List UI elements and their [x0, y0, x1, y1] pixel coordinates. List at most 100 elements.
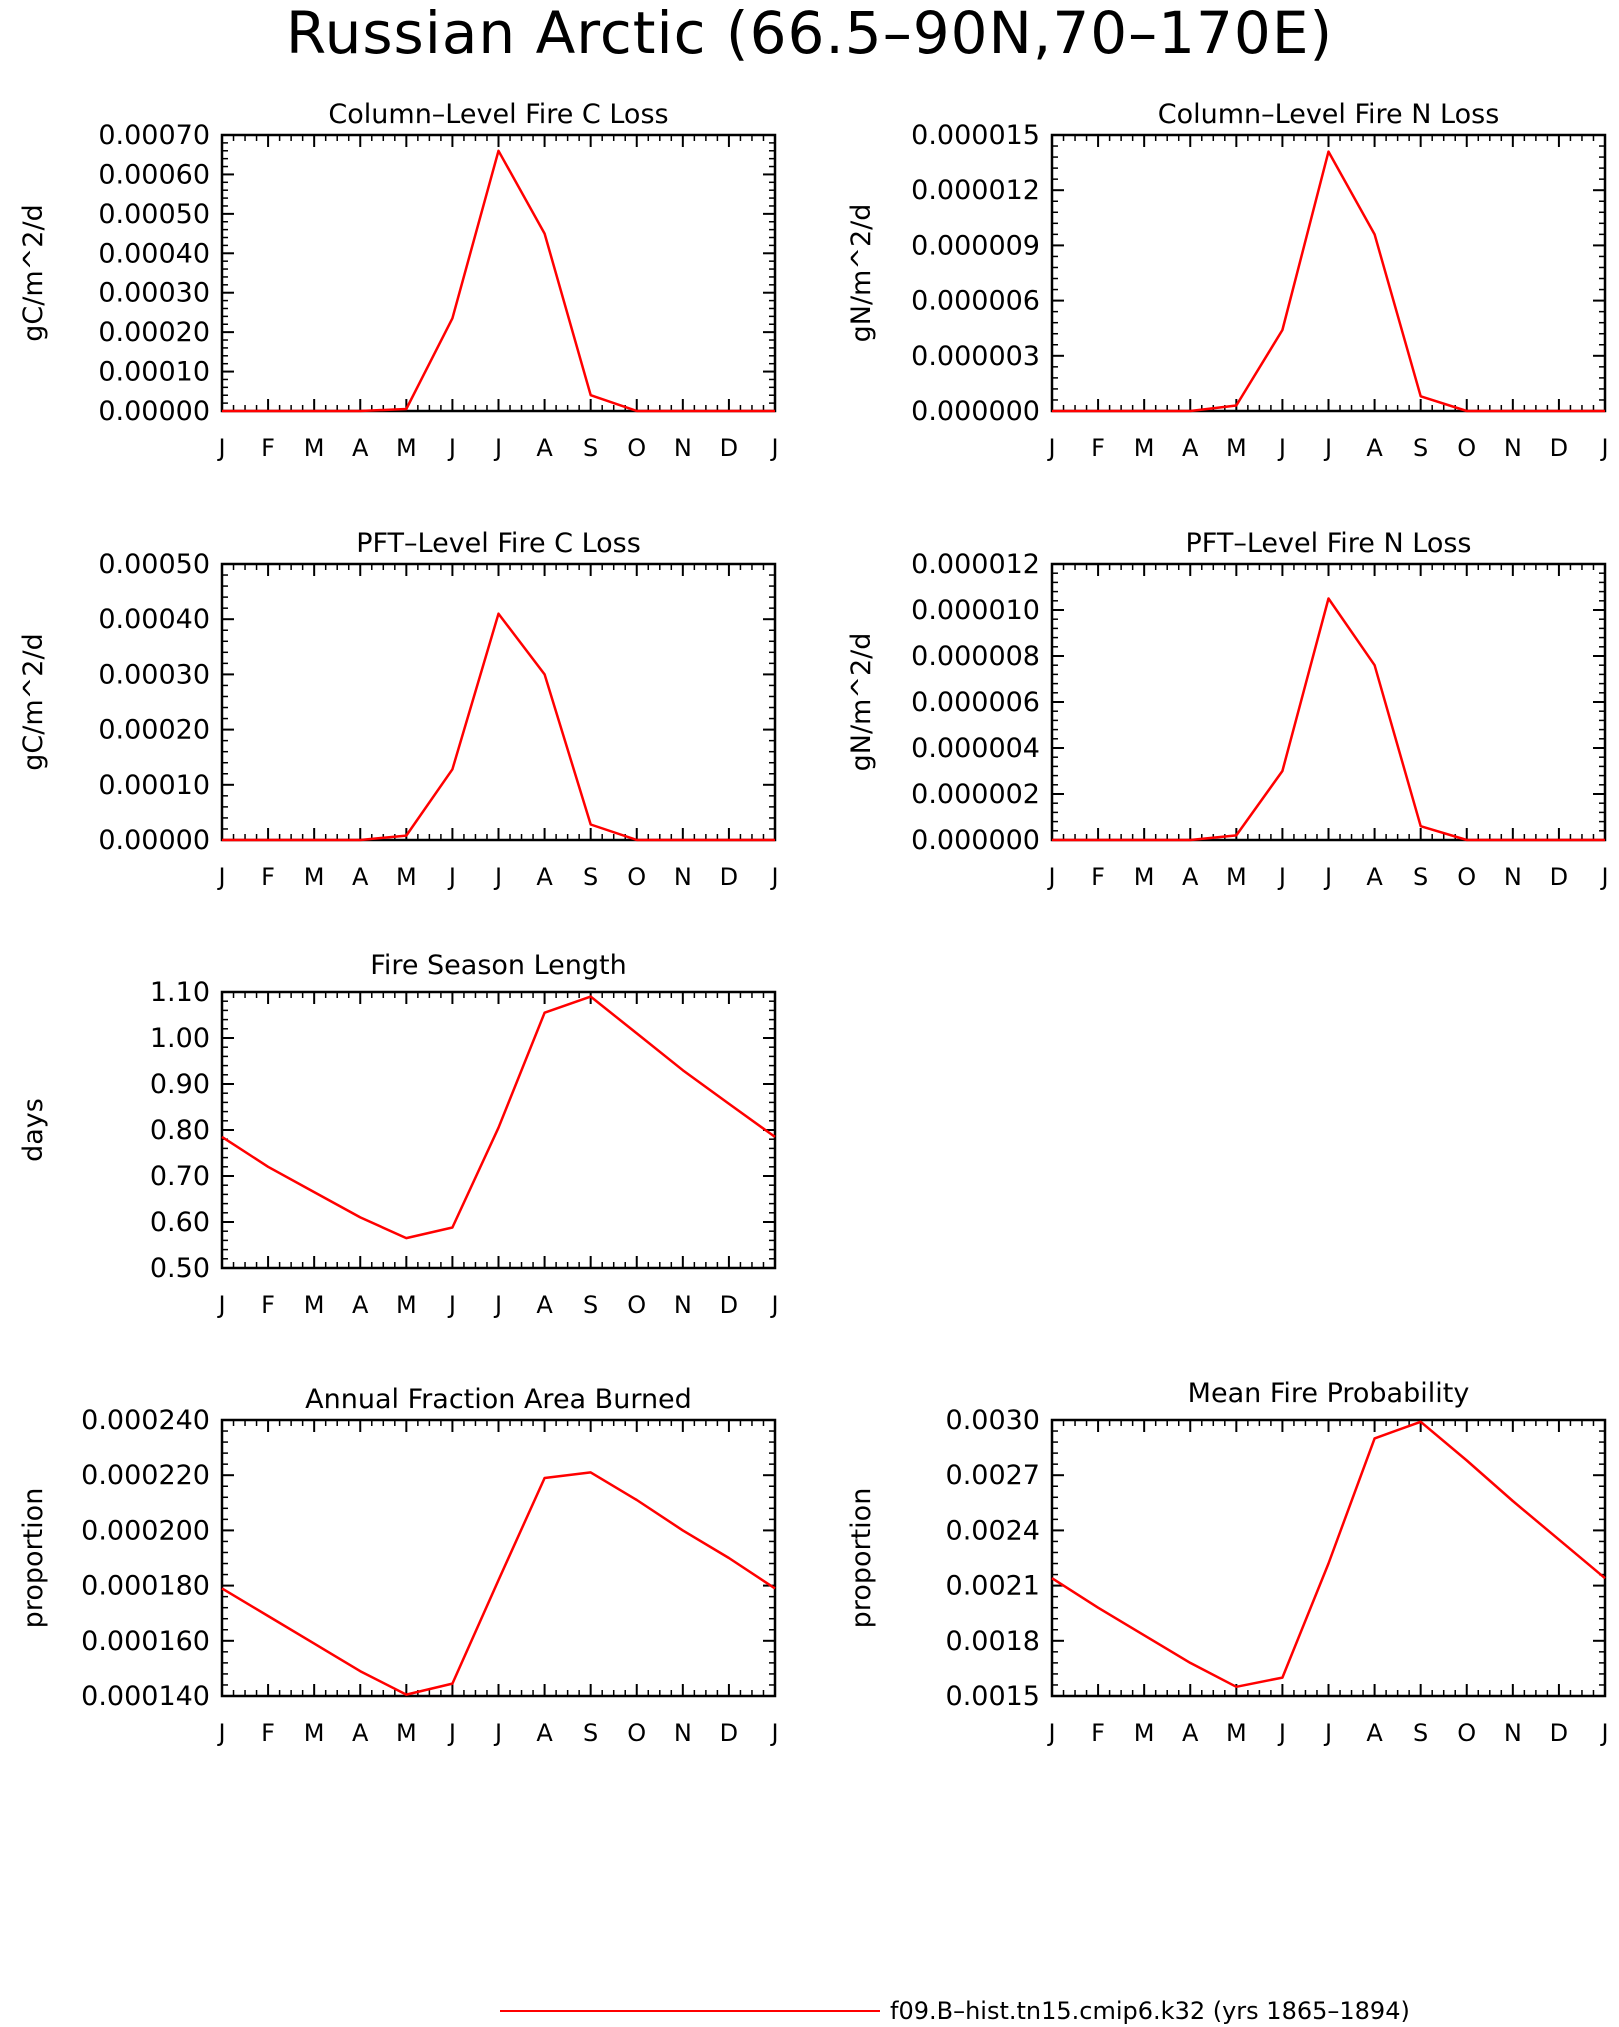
x-tick-label: J: [1277, 863, 1286, 891]
x-tick-label: A: [536, 434, 553, 462]
y-tick-label: 0.00010: [98, 770, 210, 801]
y-tick-label: 0.0018: [946, 1626, 1040, 1657]
x-tick-label: A: [536, 863, 553, 891]
x-tick-label: O: [627, 863, 646, 891]
series-line: [1051, 1420, 1606, 1689]
y-tick-label: 0.00040: [98, 238, 210, 269]
x-tick-label: N: [674, 1719, 692, 1747]
y-axis-label: gN/m^2/d: [846, 204, 877, 343]
chart-title: PFT–Level Fire N Loss: [1186, 528, 1472, 559]
x-tick-label: F: [261, 863, 275, 891]
y-tick-label: 0.000000: [911, 825, 1040, 856]
chart-title: PFT–Level Fire C Loss: [356, 528, 641, 559]
y-tick-label: 0.000160: [81, 1626, 210, 1657]
x-tick-label: J: [216, 863, 225, 891]
x-tick-label: J: [493, 434, 502, 462]
plot-frame: [220, 1418, 777, 1698]
x-tick-label: J: [1046, 434, 1055, 462]
x-tick-label: J: [493, 863, 502, 891]
x-tick-label: M: [304, 434, 325, 462]
x-tick-label: J: [769, 1719, 778, 1747]
x-tick-label: J: [1599, 1719, 1608, 1747]
y-tick-label: 0.0030: [946, 1405, 1040, 1436]
y-tick-label: 0.000200: [81, 1515, 210, 1546]
x-tick-label: D: [720, 863, 738, 891]
y-tick-label: 0.00000: [98, 396, 210, 427]
series-line: [1052, 150, 1605, 413]
chart-title: Column–Level Fire N Loss: [1158, 99, 1500, 130]
x-tick-label: O: [627, 434, 646, 462]
x-tick-label: J: [1046, 1719, 1055, 1747]
x-tick-label: M: [396, 1719, 417, 1747]
x-tick-label: M: [304, 1291, 325, 1319]
x-tick-label: S: [583, 434, 598, 462]
plot-frame: [1050, 1418, 1607, 1698]
x-tick-label: A: [352, 1291, 369, 1319]
plot-frame: [220, 562, 777, 842]
x-tick-label: M: [396, 863, 417, 891]
y-tick-label: 0.50: [150, 1253, 210, 1284]
x-tick-label: A: [1366, 434, 1383, 462]
y-tick-label: 0.00050: [98, 549, 210, 580]
x-tick-label: M: [1134, 434, 1155, 462]
x-tick-label: A: [536, 1719, 553, 1747]
x-tick-label: S: [583, 1291, 598, 1319]
y-tick-label: 0.000010: [911, 595, 1040, 626]
x-tick-label: O: [1457, 434, 1476, 462]
y-tick-label: 0.000006: [911, 687, 1040, 718]
series-line: [222, 612, 775, 842]
y-tick-label: 0.00020: [98, 317, 210, 348]
x-tick-label: J: [1323, 863, 1332, 891]
x-tick-label: A: [536, 1291, 553, 1319]
x-tick-label: J: [447, 1719, 456, 1747]
x-tick-label: J: [769, 863, 778, 891]
y-tick-label: 0.80: [150, 1115, 210, 1146]
x-tick-label: J: [1599, 434, 1608, 462]
page-title: Russian Arctic (66.5–90N,70–170E): [285, 0, 1334, 67]
x-tick-label: F: [261, 1719, 275, 1747]
y-tick-label: 0.000009: [911, 230, 1040, 261]
x-tick-label: D: [720, 1719, 738, 1747]
y-tick-label: 0.000015: [911, 120, 1040, 151]
y-axis-label: gC/m^2/d: [18, 204, 49, 341]
x-tick-label: N: [1504, 434, 1522, 462]
y-tick-label: 0.000220: [81, 1460, 210, 1491]
x-tick-label: J: [493, 1719, 502, 1747]
x-tick-label: M: [396, 1291, 417, 1319]
y-tick-label: 0.00000: [98, 825, 210, 856]
x-tick-label: M: [396, 434, 417, 462]
y-tick-label: 0.00060: [98, 159, 210, 190]
y-tick-label: 0.00010: [98, 357, 210, 388]
y-tick-label: 0.000000: [911, 396, 1040, 427]
y-tick-label: 0.000140: [81, 1681, 210, 1712]
y-tick-label: 0.0024: [946, 1515, 1040, 1546]
x-tick-label: J: [447, 434, 456, 462]
x-tick-label: A: [1182, 434, 1199, 462]
x-tick-label: M: [1226, 863, 1247, 891]
x-tick-label: A: [1366, 1719, 1383, 1747]
x-tick-label: J: [216, 434, 225, 462]
x-tick-label: O: [627, 1291, 646, 1319]
x-tick-label: N: [1504, 863, 1522, 891]
x-tick-label: F: [261, 1291, 275, 1319]
y-tick-label: 0.0027: [946, 1460, 1040, 1491]
x-tick-label: O: [1457, 863, 1476, 891]
x-tick-label: J: [1599, 863, 1608, 891]
y-tick-label: 0.000012: [911, 549, 1040, 580]
x-tick-label: M: [1226, 434, 1247, 462]
y-tick-label: 1.00: [150, 1023, 210, 1054]
y-tick-label: 0.70: [150, 1161, 210, 1192]
chart-title: Annual Fraction Area Burned: [305, 1384, 692, 1415]
x-tick-label: A: [352, 863, 369, 891]
x-tick-label: J: [493, 1291, 502, 1319]
x-tick-label: J: [1046, 863, 1055, 891]
x-tick-label: J: [1323, 1719, 1332, 1747]
y-tick-label: 0.0021: [946, 1571, 1040, 1602]
y-tick-label: 0.000180: [81, 1571, 210, 1602]
